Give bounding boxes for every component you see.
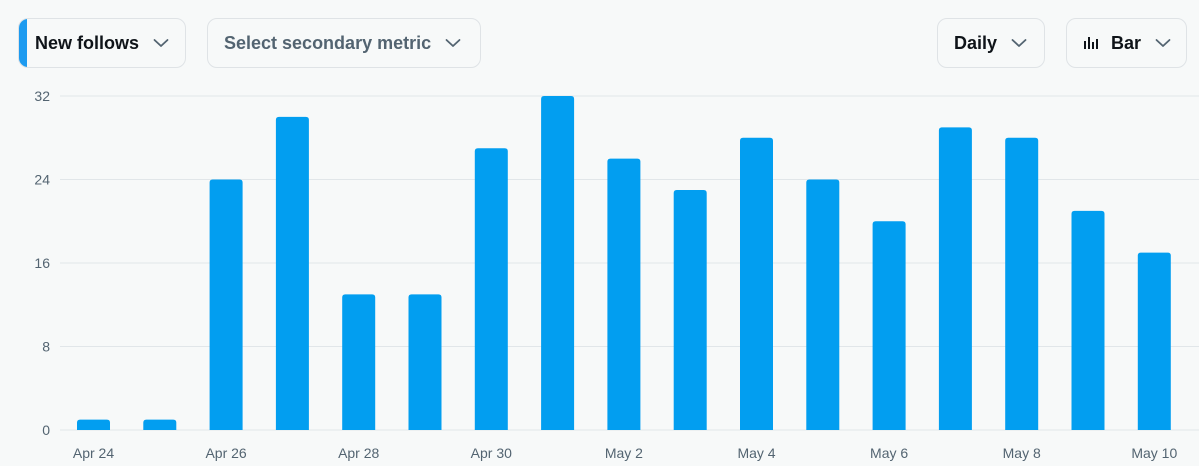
primary-metric-dropdown[interactable]: New follows <box>18 18 186 68</box>
primary-metric-label: New follows <box>35 32 140 53</box>
x-tick-label: Apr 28 <box>338 445 379 461</box>
secondary-metric-label: Select secondary metric <box>224 32 432 53</box>
bar-may-7[interactable] <box>938 127 972 430</box>
bar-may-5[interactable] <box>806 179 840 431</box>
selected-indicator <box>19 19 27 67</box>
bar-apr-28[interactable] <box>342 294 376 430</box>
y-tick-label: 8 <box>42 339 50 355</box>
bar-chart-icon <box>1083 36 1099 50</box>
bar-apr-24[interactable] <box>77 419 110 430</box>
x-tick-label: May 10 <box>1131 445 1177 461</box>
bar-apr-29[interactable] <box>408 294 442 430</box>
x-tick-label: May 6 <box>870 445 908 461</box>
bar-apr-26[interactable] <box>209 179 243 431</box>
chevron-down-icon <box>445 38 461 48</box>
bar-apr-27[interactable] <box>275 116 309 430</box>
y-tick-label: 24 <box>34 172 50 188</box>
chart-type-dropdown[interactable]: Bar <box>1066 18 1187 68</box>
x-tick-label: Apr 30 <box>471 445 512 461</box>
x-tick-label: Apr 26 <box>205 445 246 461</box>
chevron-down-icon <box>153 38 169 48</box>
bar-may-9[interactable] <box>1071 210 1105 430</box>
bar-may-6[interactable] <box>872 221 906 430</box>
bar-may-8[interactable] <box>1005 137 1039 430</box>
interval-label: Daily <box>954 32 998 53</box>
bar-apr-25[interactable] <box>143 419 177 430</box>
bar-may-3[interactable] <box>673 189 707 430</box>
x-tick-label: Apr 24 <box>73 445 114 461</box>
x-tick-label: May 4 <box>737 445 775 461</box>
chart-type-label: Bar <box>1111 32 1142 53</box>
y-tick-label: 16 <box>34 255 50 271</box>
bar-apr-30[interactable] <box>474 148 508 430</box>
secondary-metric-dropdown[interactable]: Select secondary metric <box>207 18 481 68</box>
bar-may-1[interactable] <box>541 96 575 430</box>
y-tick-label: 0 <box>42 422 50 438</box>
bar-may-2[interactable] <box>607 158 641 430</box>
bar-may-10[interactable] <box>1137 252 1171 430</box>
chevron-down-icon <box>1155 38 1171 48</box>
interval-dropdown[interactable]: Daily <box>937 18 1045 68</box>
y-tick-label: 32 <box>34 88 50 104</box>
chevron-down-icon <box>1011 38 1027 48</box>
x-tick-label: May 2 <box>605 445 643 461</box>
x-tick-label: May 8 <box>1003 445 1041 461</box>
bar-may-4[interactable] <box>740 137 773 430</box>
